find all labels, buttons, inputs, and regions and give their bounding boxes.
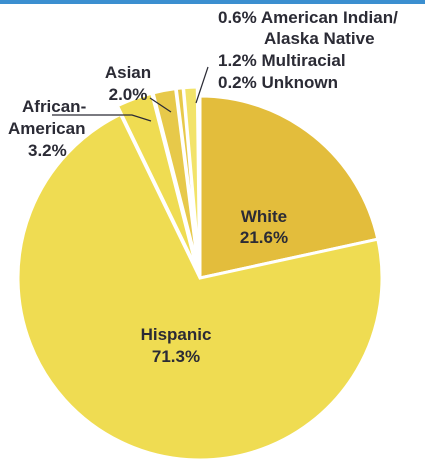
right-group-leader-line — [195, 66, 209, 104]
label-asian-value: 2.0% — [109, 85, 148, 104]
label-african-american: African- American 3.2% — [8, 97, 86, 160]
label-asian-name: Asian — [105, 63, 151, 82]
pie-slice-white — [198, 94, 380, 280]
pie-slice-hispanic — [16, 112, 384, 462]
label-african-american-value: 3.2% — [28, 141, 67, 160]
top-border-rule — [0, 0, 425, 4]
label-hispanic: Hispanic 71.3% — [141, 325, 212, 366]
label-white-name: White — [241, 207, 287, 226]
label-white: White 21.6% — [240, 207, 288, 247]
label-white-value: 21.6% — [240, 228, 288, 247]
asian-leader-line — [149, 97, 172, 113]
label-right-group: 0.6% American Indian/ Alaska Native 1.2%… — [218, 8, 398, 92]
label-multiracial: 1.2% Multiracial — [218, 51, 346, 70]
label-american-indian-line2: Alaska Native — [264, 29, 375, 48]
label-african-american-line1: African- — [22, 97, 86, 116]
label-hispanic-name: Hispanic — [141, 325, 212, 344]
label-african-american-line2: American — [8, 119, 85, 138]
african-american-leader-line — [52, 114, 152, 122]
label-asian: Asian 2.0% — [105, 63, 151, 104]
label-unknown: 0.2% Unknown — [218, 73, 338, 92]
pie-slice-unknown — [196, 85, 202, 270]
label-hispanic-value: 71.3% — [152, 347, 200, 366]
pie-slices — [16, 85, 384, 462]
label-american-indian-line1: 0.6% American Indian/ — [218, 8, 398, 27]
